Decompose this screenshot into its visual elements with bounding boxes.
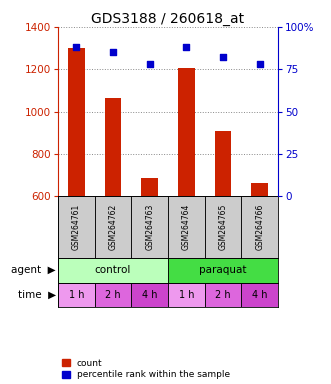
Bar (241, 196, 278, 258)
Title: GDS3188 / 260618_at: GDS3188 / 260618_at (91, 12, 245, 26)
Point (184, 44, 189, 50)
Bar (131, 283, 168, 307)
Bar (252, 182, 268, 196)
Bar (131, 196, 168, 258)
Text: GSM264762: GSM264762 (109, 204, 118, 250)
Text: 4 h: 4 h (142, 290, 157, 300)
Point (147, 61, 152, 67)
Text: 4 h: 4 h (252, 290, 267, 300)
Bar (58, 196, 95, 258)
Text: GSM264764: GSM264764 (182, 204, 191, 250)
Text: 1 h: 1 h (179, 290, 194, 300)
Bar (95, 196, 131, 258)
Bar (168, 283, 205, 307)
Bar (58, 283, 95, 307)
Bar (205, 196, 241, 258)
Bar (178, 68, 195, 196)
Bar (105, 98, 121, 196)
Text: time  ▶: time ▶ (18, 290, 56, 300)
Text: 2 h: 2 h (215, 290, 231, 300)
Bar (68, 48, 84, 196)
Text: control: control (95, 265, 131, 275)
Text: GSM264766: GSM264766 (255, 204, 264, 250)
Text: GSM264765: GSM264765 (218, 204, 227, 250)
Bar (58, 258, 168, 283)
Text: GSM264761: GSM264761 (72, 204, 81, 250)
Bar (168, 258, 278, 283)
Bar (95, 283, 131, 307)
Text: GSM264763: GSM264763 (145, 204, 154, 250)
Point (257, 61, 262, 67)
Text: 2 h: 2 h (105, 290, 121, 300)
Point (73, 44, 79, 50)
Bar (205, 283, 241, 307)
Text: agent  ▶: agent ▶ (11, 265, 56, 275)
Bar (241, 283, 278, 307)
Text: paraquat: paraquat (199, 265, 247, 275)
Bar (141, 178, 158, 196)
Bar (168, 196, 205, 258)
Point (220, 54, 226, 60)
Point (110, 49, 116, 55)
Legend: count, percentile rank within the sample: count, percentile rank within the sample (63, 359, 230, 379)
Text: 1 h: 1 h (69, 290, 84, 300)
Bar (215, 131, 231, 196)
